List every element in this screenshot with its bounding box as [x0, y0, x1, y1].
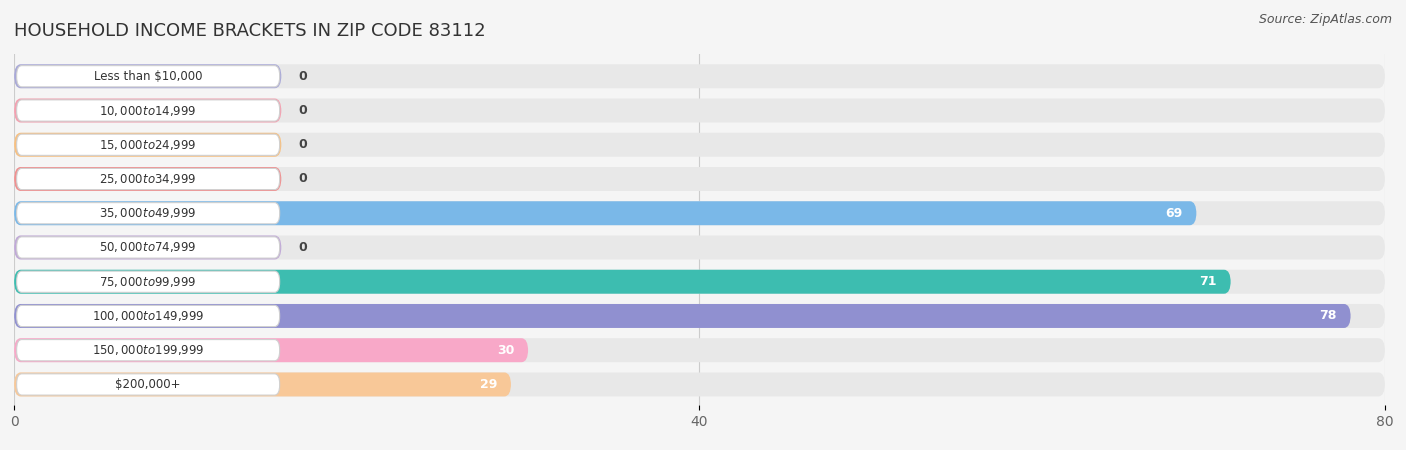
FancyBboxPatch shape — [14, 201, 1197, 225]
Text: $15,000 to $24,999: $15,000 to $24,999 — [100, 138, 197, 152]
FancyBboxPatch shape — [14, 338, 1385, 362]
Text: Source: ZipAtlas.com: Source: ZipAtlas.com — [1258, 14, 1392, 27]
FancyBboxPatch shape — [14, 133, 281, 157]
FancyBboxPatch shape — [17, 202, 280, 224]
Text: HOUSEHOLD INCOME BRACKETS IN ZIP CODE 83112: HOUSEHOLD INCOME BRACKETS IN ZIP CODE 83… — [14, 22, 485, 40]
Text: Less than $10,000: Less than $10,000 — [94, 70, 202, 83]
FancyBboxPatch shape — [14, 99, 1385, 122]
FancyBboxPatch shape — [14, 201, 1385, 225]
FancyBboxPatch shape — [17, 168, 280, 189]
Text: 0: 0 — [298, 138, 308, 151]
FancyBboxPatch shape — [14, 338, 529, 362]
Text: 0: 0 — [298, 241, 308, 254]
FancyBboxPatch shape — [14, 304, 1385, 328]
Text: 0: 0 — [298, 172, 308, 185]
FancyBboxPatch shape — [14, 373, 510, 396]
FancyBboxPatch shape — [14, 167, 1385, 191]
Text: 71: 71 — [1199, 275, 1218, 288]
Text: 69: 69 — [1166, 207, 1182, 220]
FancyBboxPatch shape — [17, 237, 280, 258]
FancyBboxPatch shape — [14, 270, 1385, 294]
FancyBboxPatch shape — [17, 374, 280, 395]
Text: $200,000+: $200,000+ — [115, 378, 181, 391]
FancyBboxPatch shape — [17, 66, 280, 87]
Text: 29: 29 — [479, 378, 498, 391]
FancyBboxPatch shape — [14, 133, 1385, 157]
FancyBboxPatch shape — [17, 306, 280, 327]
FancyBboxPatch shape — [14, 64, 1385, 88]
FancyBboxPatch shape — [14, 373, 1385, 396]
Text: 30: 30 — [498, 344, 515, 357]
FancyBboxPatch shape — [14, 235, 281, 260]
FancyBboxPatch shape — [14, 304, 1351, 328]
FancyBboxPatch shape — [14, 167, 281, 191]
FancyBboxPatch shape — [14, 270, 1230, 294]
Text: $50,000 to $74,999: $50,000 to $74,999 — [100, 240, 197, 255]
Text: $25,000 to $34,999: $25,000 to $34,999 — [100, 172, 197, 186]
Text: 0: 0 — [298, 70, 308, 83]
FancyBboxPatch shape — [14, 64, 281, 88]
FancyBboxPatch shape — [17, 134, 280, 155]
Text: $75,000 to $99,999: $75,000 to $99,999 — [100, 274, 197, 289]
Text: $100,000 to $149,999: $100,000 to $149,999 — [91, 309, 204, 323]
FancyBboxPatch shape — [17, 340, 280, 361]
Text: 78: 78 — [1320, 310, 1337, 323]
FancyBboxPatch shape — [17, 100, 280, 121]
FancyBboxPatch shape — [14, 235, 1385, 260]
FancyBboxPatch shape — [14, 99, 281, 122]
Text: $35,000 to $49,999: $35,000 to $49,999 — [100, 206, 197, 220]
FancyBboxPatch shape — [17, 271, 280, 292]
Text: $10,000 to $14,999: $10,000 to $14,999 — [100, 104, 197, 117]
Text: 0: 0 — [298, 104, 308, 117]
Text: $150,000 to $199,999: $150,000 to $199,999 — [91, 343, 204, 357]
